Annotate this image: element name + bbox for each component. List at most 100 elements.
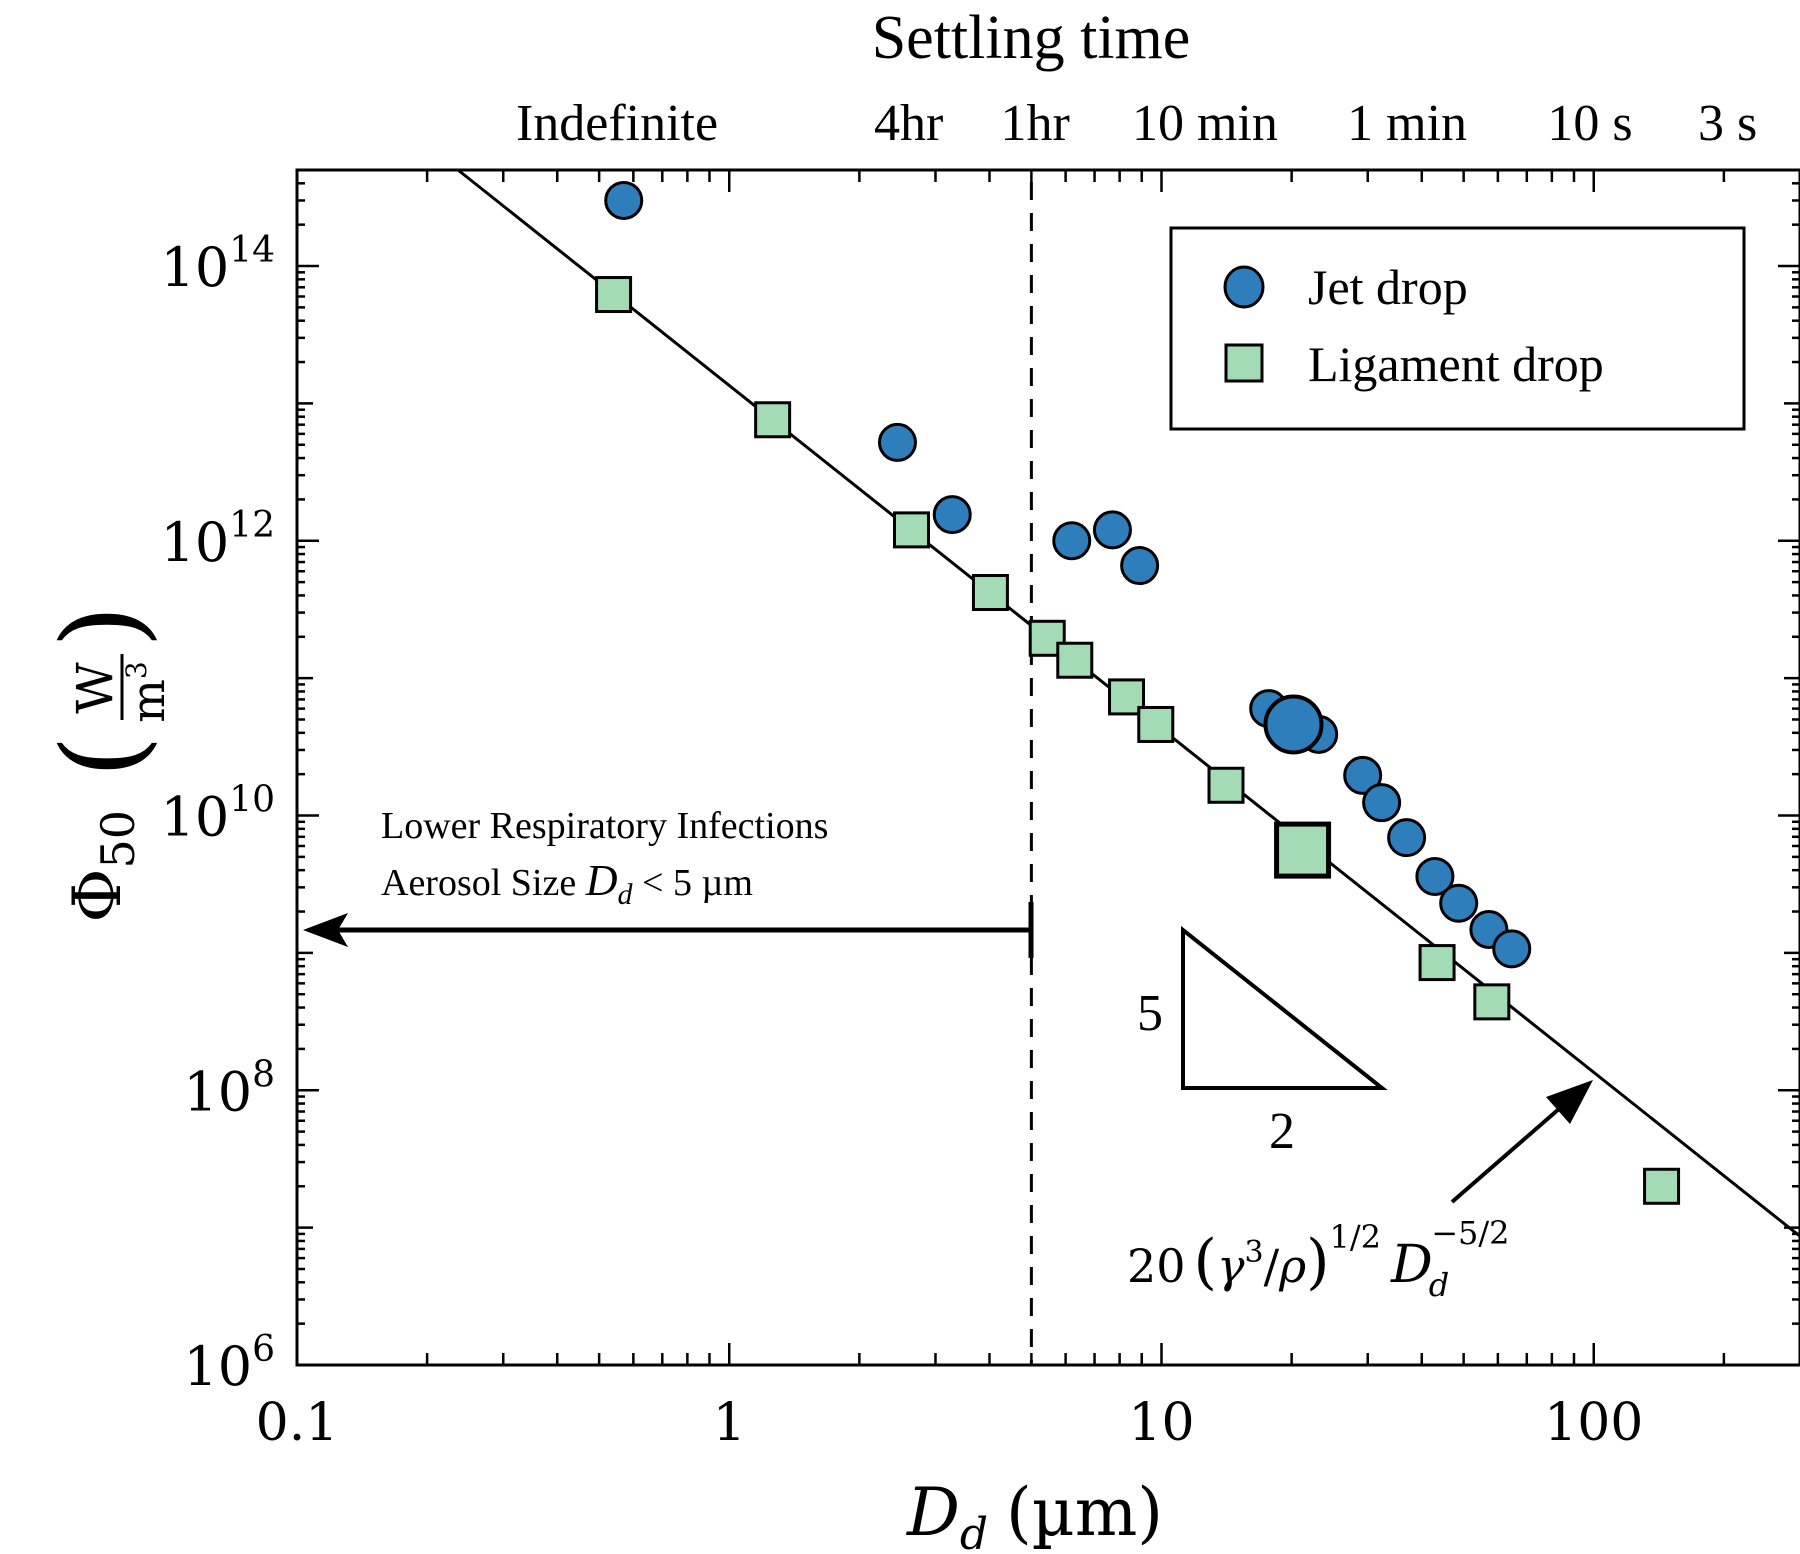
legend-box — [1169, 226, 1746, 431]
eq-rparen: ) — [1306, 1227, 1329, 1297]
y-tick-exponent: 12 — [229, 505, 275, 546]
jet-drop-series — [604, 180, 1532, 969]
ligament-drop-marker — [1473, 983, 1511, 1021]
jet-drop-marker — [1492, 929, 1532, 969]
eq-rho: ρ — [1278, 1239, 1306, 1293]
ligament-drop-marker — [595, 276, 633, 314]
x-tick-label: 10 — [1128, 1393, 1194, 1453]
eq-lparen: ( — [1194, 1227, 1217, 1297]
axis-ticks — [295, 168, 1800, 1367]
jet-drop-marker — [1052, 521, 1092, 561]
y-tick-base: 10 — [160, 786, 229, 849]
eq-sub: d — [1429, 1266, 1449, 1304]
y-tick-label: 1014 — [160, 230, 275, 299]
ligament-drop-marker — [1643, 1167, 1681, 1205]
y-tick-exponent: 10 — [229, 780, 275, 821]
y-tick-exponent: 14 — [229, 230, 275, 271]
top-axis-label: 3 s — [1698, 95, 1757, 152]
x-label-unit: (µm) — [1006, 1474, 1163, 1551]
y-tick-label: 106 — [183, 1329, 275, 1398]
ligament-drop-marker — [754, 401, 792, 439]
fit-arrow-head — [1546, 1080, 1593, 1124]
jet-drop-marker — [604, 180, 644, 220]
slope-triangle — [1181, 925, 1388, 1090]
jet-drop-marker — [1263, 694, 1324, 755]
top-axis-labels: Indefinite 4hr 1hr 10 min 1 min 10 s 3 s — [516, 95, 1757, 152]
eq-coef: 20 — [1127, 1239, 1186, 1293]
top-axis-label: Indefinite — [516, 95, 718, 152]
jet-drop-marker — [1092, 510, 1132, 550]
annotation-prefix: Aerosol Size — [381, 862, 586, 904]
jet-drop-marker — [877, 422, 917, 462]
y-label-num: W — [66, 662, 124, 714]
jet-drop-marker — [932, 495, 972, 535]
annotation-sub: d — [618, 878, 634, 911]
x-label-main: D — [906, 1474, 960, 1551]
y-tick-exponent: 8 — [252, 1054, 275, 1095]
annotation-suffix: < 5 µm — [633, 862, 753, 904]
y-label-den-sup: 3 — [120, 661, 153, 679]
y-label-symbol: Φ50 — [59, 810, 145, 923]
x-tick-label: 1 — [713, 1393, 746, 1453]
eq-slash: / — [1264, 1239, 1280, 1293]
y-tick-label: 1010 — [160, 780, 275, 849]
chart-title: Settling time — [872, 4, 1191, 72]
x-tick-label: 0.1 — [256, 1393, 339, 1453]
fit-equation: 20 (γ3/ρ)1/2 Dd −5/2 — [1127, 1214, 1510, 1304]
y-tick-exponent: 6 — [252, 1329, 275, 1370]
y-tick-base: 10 — [160, 236, 229, 299]
y-axis-label: Φ50 ( W m3 ) — [38, 605, 175, 923]
y-tick-label: 108 — [183, 1054, 275, 1123]
y-tick-base: 10 — [183, 1335, 252, 1398]
jet-drop-marker — [1362, 783, 1402, 823]
x-label-sub: d — [960, 1509, 988, 1554]
jet-drop-marker — [1439, 883, 1479, 923]
annotation-line-2: Aerosol Size Dd < 5 µm — [381, 856, 753, 911]
y-label-den-base: m — [121, 679, 175, 723]
eq-exp: −5/2 — [1431, 1214, 1509, 1252]
fit-arrow-shaft — [1450, 1093, 1577, 1204]
y-label-sub: 50 — [91, 810, 145, 869]
jet-drop-marker — [1415, 856, 1455, 896]
ligament-drop-marker — [1207, 766, 1245, 804]
ligament-drop-marker — [892, 511, 930, 549]
eq-gamma: γ — [1217, 1239, 1245, 1293]
legend-square-icon — [1224, 343, 1264, 383]
annotation-var: D — [585, 856, 618, 905]
eq-outer-exp: 1/2 — [1330, 1218, 1382, 1256]
jet-drop-marker — [1343, 755, 1383, 795]
top-axis-label: 1hr — [1000, 95, 1069, 152]
eq-gamma-exp: 3 — [1244, 1235, 1263, 1270]
top-axis-label: 1 min — [1347, 95, 1467, 152]
y-tick-base: 10 — [183, 1060, 252, 1123]
top-axis-label: 4hr — [874, 95, 943, 152]
ligament-drop-marker — [1274, 821, 1332, 879]
slope-rise-label: 5 — [1137, 985, 1163, 1042]
legend-circle-icon — [1223, 265, 1265, 309]
annotation-line-1: Lower Respiratory Infections — [381, 805, 828, 847]
plot-frame — [295, 168, 1800, 1367]
top-axis-label: 10 s — [1547, 95, 1632, 152]
ligament-drop-marker — [971, 574, 1009, 612]
slope-run-label: 2 — [1269, 1103, 1295, 1160]
x-axis-label: Dd (µm) — [906, 1474, 1163, 1554]
legend-label-ligament-drop: Ligament drop — [1308, 336, 1604, 392]
ligament-drop-marker — [1137, 705, 1175, 743]
ligament-drop-marker — [1056, 641, 1094, 679]
x-tick-label: 100 — [1544, 1393, 1643, 1453]
y-tick-base: 10 — [160, 511, 229, 574]
left-arrow-head — [303, 913, 348, 947]
ligament-drop-series — [595, 276, 1681, 1205]
x-tick-labels: 0.1 1 10 100 — [256, 1393, 1644, 1453]
jet-drop-marker — [1387, 818, 1427, 858]
y-tick-label: 1012 — [160, 505, 275, 574]
y-label-den: m3 — [120, 661, 175, 722]
top-axis-label: 10 min — [1132, 95, 1278, 152]
eq-D: D — [1390, 1235, 1433, 1295]
y-label-lparen: ( — [38, 735, 166, 778]
y-label-rparen: ) — [38, 605, 166, 648]
ligament-drop-marker — [1418, 944, 1456, 982]
legend-label-jet-drop: Jet drop — [1308, 259, 1468, 315]
